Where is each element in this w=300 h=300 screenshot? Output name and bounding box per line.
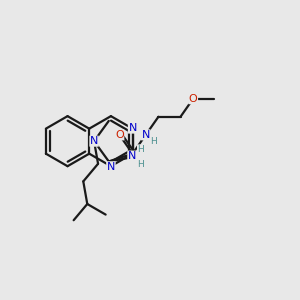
Text: H: H [137, 160, 144, 169]
Text: N: N [128, 151, 136, 161]
Text: N: N [142, 130, 150, 140]
Text: N: N [128, 123, 137, 133]
Text: N: N [90, 136, 98, 146]
Text: H: H [151, 137, 158, 146]
Text: N: N [107, 162, 115, 172]
Text: O: O [115, 130, 124, 140]
Text: O: O [189, 94, 197, 104]
Text: H: H [137, 145, 144, 154]
